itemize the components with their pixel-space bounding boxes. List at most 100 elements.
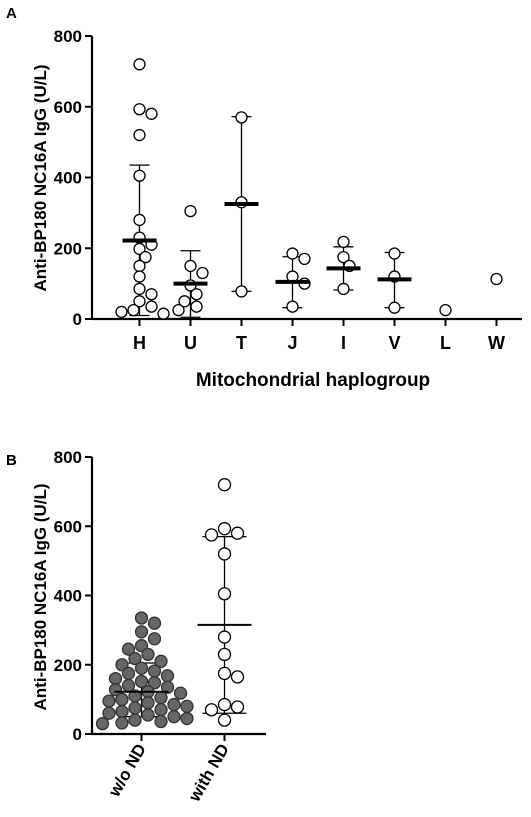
panel-b-data-point — [217, 587, 232, 601]
panel-b-data-point — [154, 654, 168, 668]
panel-a-data-point — [337, 282, 350, 296]
panel-a-ylabel: Anti-BP180 NC16A IgG (U/L) — [31, 64, 50, 291]
panel-a-data-point — [337, 250, 350, 264]
panel-b-data-point — [102, 694, 116, 708]
panel-b-data-point — [217, 666, 232, 681]
panel-b-data-point — [167, 697, 181, 712]
panel-a-data-point — [115, 305, 128, 319]
panel-a-data-point — [490, 272, 503, 286]
panel-a-x-tick-label: L — [440, 333, 451, 353]
panel-b-data-point — [160, 669, 175, 683]
panel-a-y-tick-label: 0 — [73, 310, 82, 329]
panel-b-data-point — [230, 700, 245, 714]
panel-a-x-tick-label: H — [133, 333, 146, 353]
panel-a-data-point — [133, 169, 146, 182]
panel-a-data-point — [388, 301, 401, 314]
panel-a-data-point — [133, 242, 146, 256]
panel-a-x-tick-label: V — [388, 333, 400, 353]
panel-b-data-point — [108, 671, 123, 686]
panel-a-data-point — [145, 288, 158, 301]
panel-a-data-point — [127, 304, 140, 317]
panel-b-label: B — [6, 452, 17, 469]
panel-b-data-point — [173, 686, 188, 700]
panel-b-y-tick-label: 200 — [54, 656, 82, 675]
panel-a-data-point — [172, 304, 185, 317]
panel-b-data-point — [217, 647, 232, 662]
panel-b-data-point — [141, 647, 155, 662]
panel-b-data-point — [217, 713, 232, 727]
panel-a-x-tick-label: W — [488, 333, 505, 353]
panel-a-data-point — [133, 213, 146, 227]
panel-a-x-tick-label: T — [236, 333, 247, 353]
panel-b-data-point — [167, 710, 181, 724]
panel-b-data-point — [115, 716, 129, 730]
panel-a-data-point — [157, 307, 170, 320]
panel-b-data-point — [95, 716, 110, 731]
panel-a-data-point — [133, 295, 146, 308]
panel-a-label: A — [6, 5, 17, 22]
panel-a-marks — [115, 58, 503, 320]
panel-b-data-point — [147, 664, 162, 678]
panel-b-data-point — [134, 611, 149, 625]
panel-a-x-tick-label: U — [184, 333, 197, 353]
panel-a-data-point — [388, 247, 401, 260]
panel-b-data-point — [102, 706, 116, 720]
panel-b-data-point — [147, 616, 162, 630]
panel-a-data-point — [298, 252, 311, 266]
panel-b: B Anti-BP180 NC16A IgG (U/L) 0 200 400 600 8… — [6, 448, 266, 806]
panel-b-marks — [95, 478, 252, 731]
panel-a-y-tick-label: 400 — [54, 169, 82, 188]
panel-b-data-point — [128, 713, 142, 727]
panel-a-data-point — [190, 300, 203, 313]
panel-b-y-tick-label: 400 — [54, 587, 82, 606]
panel-b-data-point — [134, 639, 149, 653]
panel-b-data-point — [154, 690, 168, 705]
panel-a-data-point — [184, 259, 197, 273]
panel-b-y-tick-label: 800 — [54, 448, 82, 467]
panel-a-y-tick-label: 800 — [54, 27, 82, 46]
panel-b-data-point — [121, 642, 136, 656]
panel-b-data-point — [217, 522, 232, 536]
panel-a-data-point — [235, 111, 248, 124]
panel-b-y-tick-label: 0 — [73, 725, 82, 744]
panel-b-data-point — [204, 528, 219, 542]
panel-a-xlabel: Mitochondrial haplogroup — [196, 370, 430, 391]
panel-a-data-point — [133, 270, 146, 283]
panel-a-data-point — [190, 288, 203, 301]
panel-b-data-point — [128, 701, 142, 715]
panel-b-data-point — [141, 708, 155, 722]
panel-a-data-point — [145, 107, 158, 120]
panel-a-axes: 0 200 400 600 800 H U T J I V L W — [54, 27, 522, 353]
panel-b-data-point — [128, 651, 142, 666]
panel-b-data-point — [217, 697, 232, 712]
panel-b-data-point — [204, 703, 219, 717]
panel-a-y-tick-label: 200 — [54, 239, 82, 258]
panel-b-data-point — [230, 670, 245, 684]
panel-a-data-point — [133, 282, 146, 296]
panel-a-data-point — [337, 235, 350, 249]
panel-b-data-point — [180, 711, 194, 726]
panel-b-data-point — [121, 666, 136, 681]
panel-b-data-point — [141, 696, 155, 710]
panel-b-data-point — [217, 547, 232, 561]
panel-b-data-point — [180, 699, 194, 713]
panel-b-data-point — [154, 703, 168, 717]
panel-b-ylabel: Anti-BP180 NC16A IgG (U/L) — [31, 483, 50, 710]
panel-b-data-point — [134, 661, 149, 675]
panel-b-data-point — [147, 632, 162, 646]
panel-a-data-point — [286, 300, 299, 313]
panel-b-x-tick-label: w/o ND — [104, 741, 150, 801]
panel-b-data-point — [154, 714, 168, 729]
panel-b-data-point — [134, 674, 149, 689]
panel-a-data-point — [133, 103, 146, 116]
panel-a-data-point — [178, 295, 191, 308]
panel-a: A Anti-BP180 NC16A IgG (U/L) Mitochondri… — [6, 5, 522, 391]
panel-a-data-point — [133, 259, 146, 273]
panel-b-y-tick-label: 600 — [54, 517, 82, 536]
panel-a-data-point — [139, 250, 152, 264]
panel-b-data-point — [230, 526, 245, 540]
panel-b-data-point — [217, 630, 232, 644]
panel-a-data-point — [133, 128, 146, 142]
panel-a-data-point — [184, 204, 197, 218]
panel-a-data-point — [196, 266, 209, 280]
